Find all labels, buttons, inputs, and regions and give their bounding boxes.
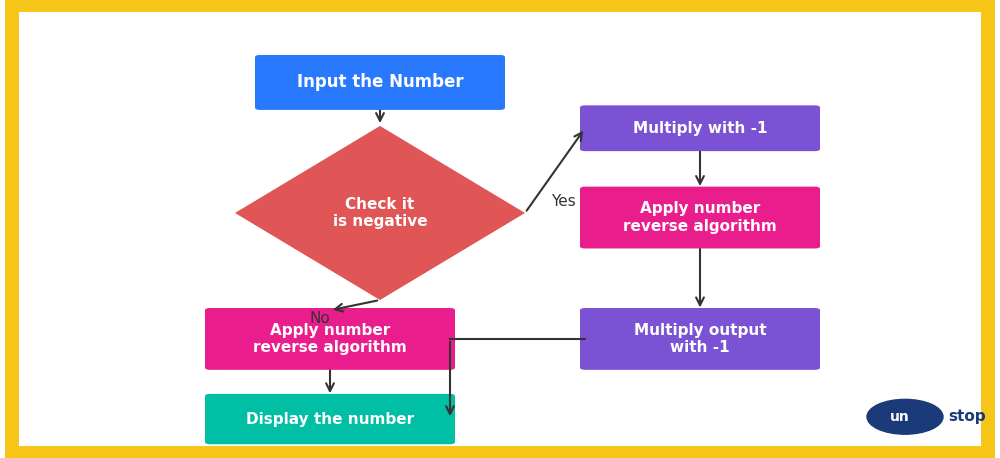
Text: Multiply with -1: Multiply with -1 <box>633 121 767 136</box>
FancyBboxPatch shape <box>205 308 455 370</box>
Text: Apply number
reverse algorithm: Apply number reverse algorithm <box>253 323 407 355</box>
Text: un: un <box>890 410 910 424</box>
Text: Input the Number: Input the Number <box>297 73 463 92</box>
Text: Multiply output
with -1: Multiply output with -1 <box>634 323 766 355</box>
Text: stop: stop <box>948 409 986 424</box>
FancyBboxPatch shape <box>255 55 505 110</box>
FancyBboxPatch shape <box>205 394 455 444</box>
Circle shape <box>867 399 943 434</box>
Text: Display the number: Display the number <box>246 412 414 426</box>
Text: Yes: Yes <box>551 194 575 209</box>
Text: Check it
is negative: Check it is negative <box>333 197 427 229</box>
FancyBboxPatch shape <box>580 187 820 248</box>
Text: Apply number
reverse algorithm: Apply number reverse algorithm <box>623 202 777 234</box>
Polygon shape <box>235 126 525 300</box>
Text: No: No <box>310 311 330 326</box>
FancyBboxPatch shape <box>580 105 820 151</box>
FancyBboxPatch shape <box>580 308 820 370</box>
